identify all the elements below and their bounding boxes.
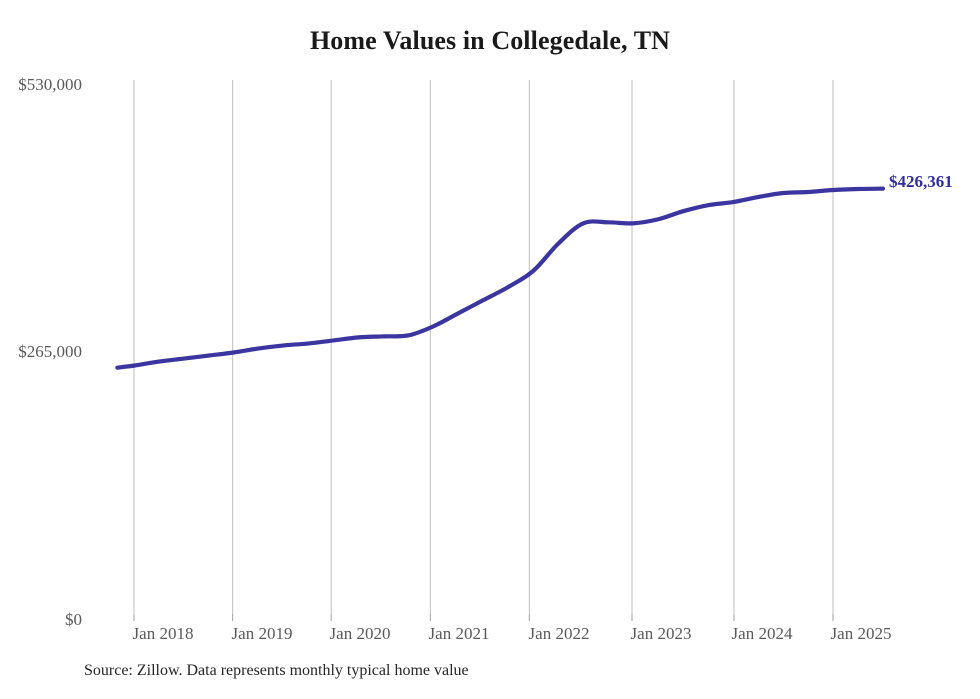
x-axis-label-jan-2022: Jan 2022 [528, 624, 590, 643]
x-axis-label-jan-2023: Jan 2023 [630, 624, 692, 643]
x-axis-label-jan-2018: Jan 2018 [132, 624, 194, 643]
chart-title: Home Values in Collegedale, TN [309, 26, 671, 55]
series-end-value-label: $426,361 [889, 172, 953, 191]
y-axis-label-0: $0 [65, 610, 82, 629]
x-axis-label-jan-2024: Jan 2024 [731, 624, 793, 643]
source-note: Source: Zillow. Data represents monthly … [84, 662, 469, 679]
x-axis-label-jan-2019: Jan 2019 [231, 624, 293, 643]
x-axis-label-jan-2025: Jan 2025 [830, 624, 892, 643]
x-axis-label-jan-2021: Jan 2021 [428, 624, 490, 643]
x-axis-label-jan-2020: Jan 2020 [329, 624, 391, 643]
x-axis-ticks [133, 614, 834, 621]
gridlines [133, 80, 834, 614]
y-axis-label-265000: $265,000 [18, 342, 82, 361]
home-value-line-series [115, 186, 886, 370]
y-axis-label-530000: $530,000 [18, 75, 82, 94]
